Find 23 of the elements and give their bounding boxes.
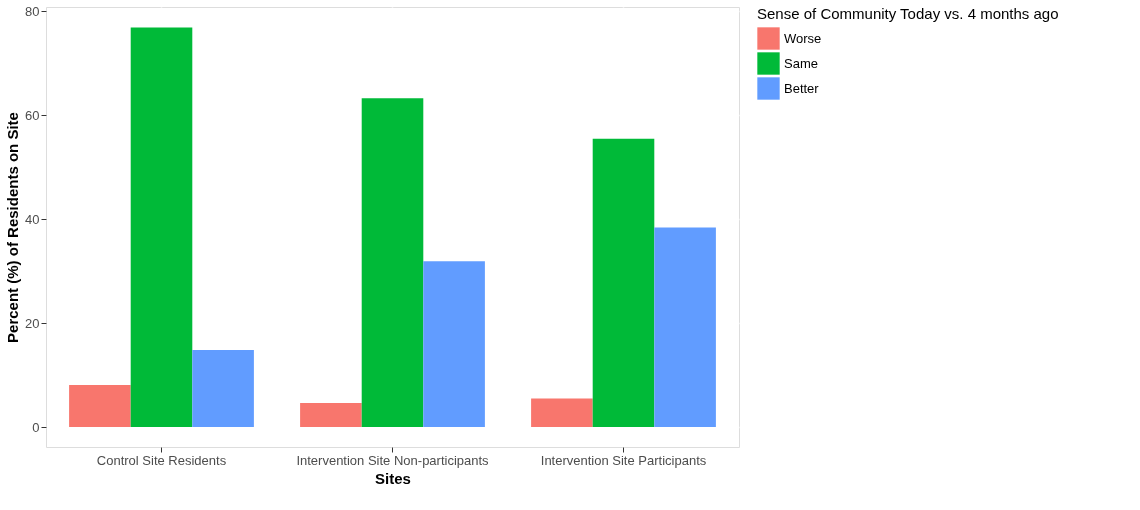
y-tick-label: 40 bbox=[25, 211, 40, 227]
bar bbox=[192, 350, 254, 427]
y-axis-title: Percent (%) of Residents on Site bbox=[4, 112, 22, 343]
x-axis-title: Sites bbox=[375, 469, 411, 487]
y-tick-label: 80 bbox=[25, 3, 40, 19]
bar bbox=[69, 384, 131, 427]
y-tick-label: 0 bbox=[32, 419, 40, 435]
x-tick-label: Intervention Site Participants bbox=[540, 452, 707, 468]
bar bbox=[361, 98, 424, 427]
legend-label: Better bbox=[784, 80, 820, 96]
y-tick-label: 20 bbox=[25, 315, 40, 331]
bar bbox=[130, 27, 193, 427]
x-tick-label: Intervention Site Non-participants bbox=[296, 452, 490, 468]
legend-title: Sense of Community Today vs. 4 months ago bbox=[757, 5, 1059, 22]
x-tick-label: Control Site Residents bbox=[96, 452, 227, 468]
bar bbox=[300, 403, 362, 427]
bar bbox=[592, 138, 655, 427]
legend-label: Same bbox=[784, 55, 818, 71]
legend-label: Worse bbox=[784, 30, 822, 46]
bar bbox=[531, 398, 593, 427]
bar bbox=[654, 227, 716, 427]
bar bbox=[423, 261, 485, 427]
y-tick-label: 60 bbox=[25, 107, 40, 123]
